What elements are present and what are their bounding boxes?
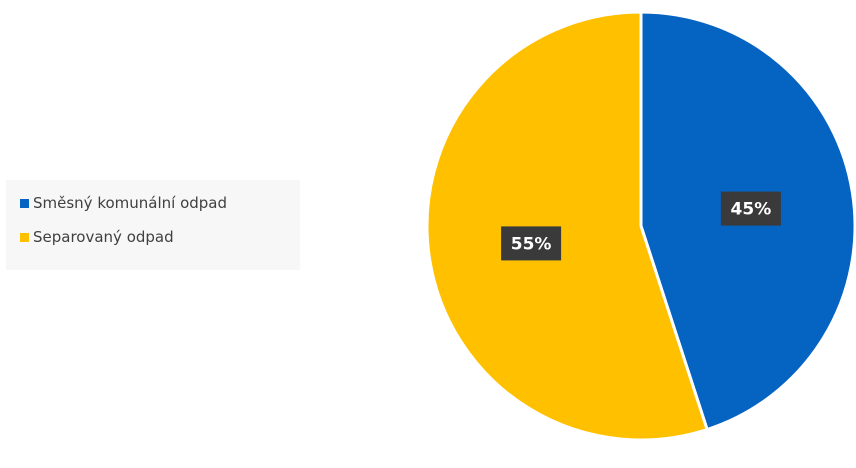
data-label-text-separated-waste: 55% (511, 234, 552, 254)
pie-slices (427, 12, 855, 440)
data-label-mixed-waste: 45% (721, 192, 781, 226)
data-label-separated-waste: 55% (501, 226, 561, 260)
data-label-text-mixed-waste: 45% (731, 200, 772, 220)
